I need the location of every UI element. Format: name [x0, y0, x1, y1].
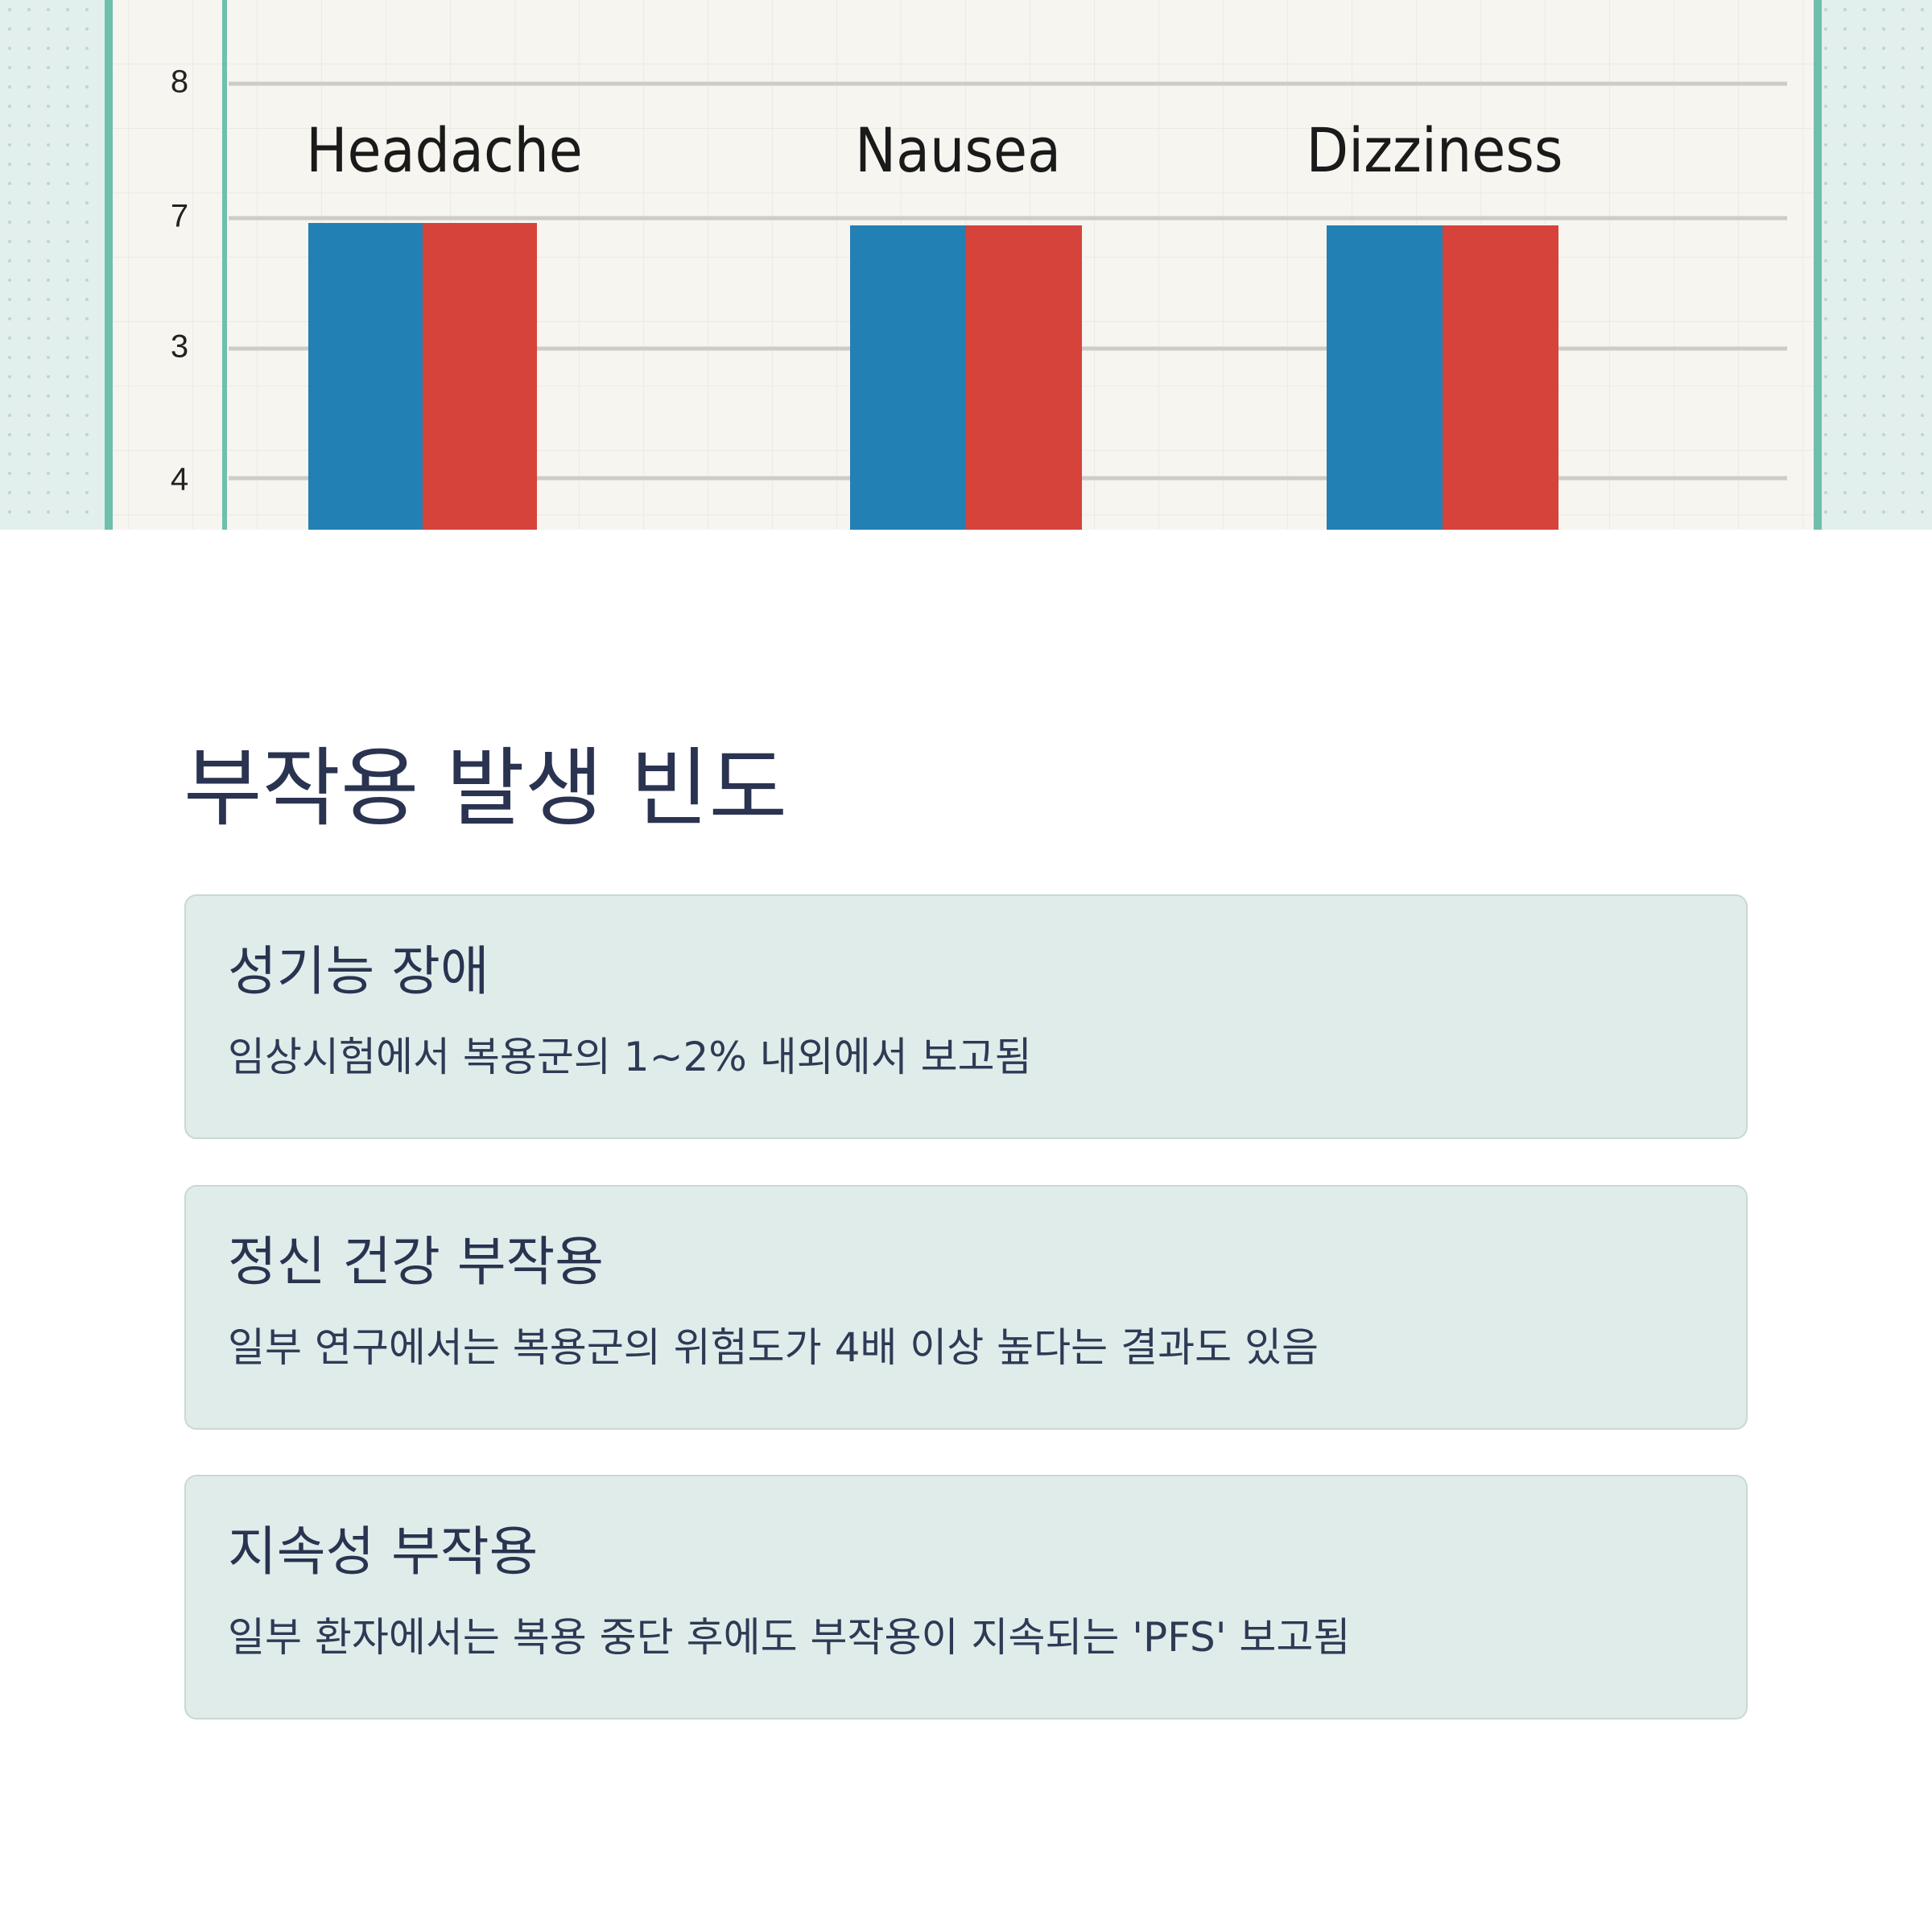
section-title: 부작용 발생 빈도: [184, 739, 788, 838]
category-label: Dizziness: [1306, 114, 1563, 186]
bar: [966, 225, 1082, 530]
card-text: 일부 연구에서는 복용군의 위험도가 4배 이상 높다는 결과도 있음: [228, 1324, 1319, 1371]
card-title: 성기능 장애: [228, 940, 489, 1002]
card-title: 정신 건강 부작용: [228, 1231, 604, 1293]
category-label: Nausea: [855, 114, 1061, 186]
bar: [850, 225, 966, 530]
card-title: 지속성 부작용: [228, 1521, 539, 1583]
y-label: 7: [171, 199, 188, 234]
card: 성기능 장애 임상시험에서 복용군의 1~2% 내외에서 보고됨: [184, 894, 1748, 1139]
y-label: 8: [171, 64, 188, 100]
card-text: 일부 환자에서는 복용 중단 후에도 부작용이 지속되는 'PFS' 보고됨: [228, 1614, 1351, 1661]
y-label: 4: [171, 462, 188, 497]
bar: [308, 223, 423, 530]
card-text: 임상시험에서 복용군의 1~2% 내외에서 보고됨: [228, 1034, 1032, 1080]
card: 지속성 부작용 일부 환자에서는 복용 중단 후에도 부작용이 지속되는 'PF…: [184, 1475, 1748, 1719]
bar: [1327, 225, 1443, 530]
hero-image: 8 7 3 4 Headache Nausea Dizziness: [0, 0, 1932, 530]
y-label: 3: [171, 329, 188, 365]
card: 정신 건강 부작용 일부 연구에서는 복용군의 위험도가 4배 이상 높다는 결…: [184, 1185, 1748, 1430]
category-label: Headache: [306, 114, 583, 186]
bar: [423, 223, 537, 530]
bar: [1443, 225, 1558, 530]
